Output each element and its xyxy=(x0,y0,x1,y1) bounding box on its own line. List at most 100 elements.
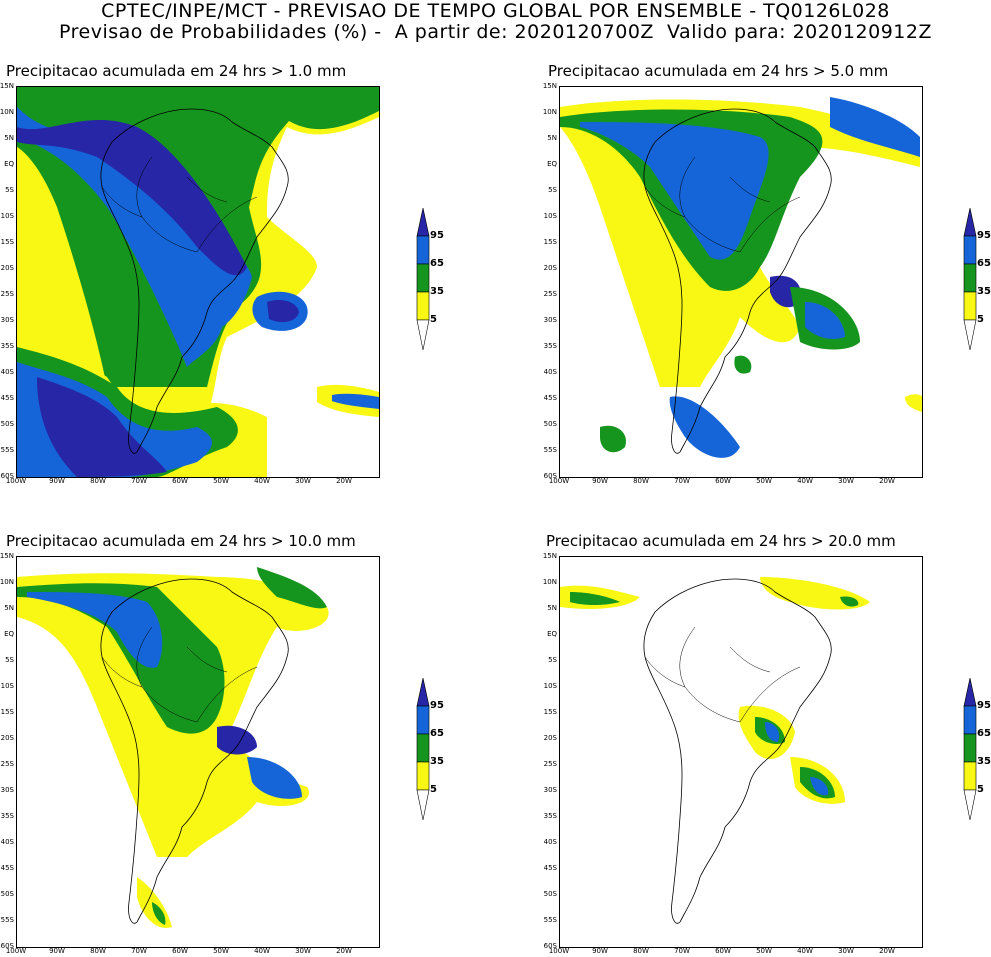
lat-tick-label: 15S xyxy=(543,238,557,246)
lat-tick-label: 60S xyxy=(543,472,557,480)
lon-tick-label: 30W xyxy=(838,947,854,955)
lat-tick-label: 10S xyxy=(0,212,14,220)
lat-tick-label: 10S xyxy=(543,212,557,220)
lat-tick-label: 20S xyxy=(0,734,14,742)
panel-2-title: Precipitacao acumulada em 24 hrs > 5.0 m… xyxy=(548,62,889,80)
legend-swatch xyxy=(416,235,430,265)
lon-tick-label: 60W xyxy=(172,947,188,955)
lat-tick-label: 45S xyxy=(543,394,557,402)
lat-tick-label: 5S xyxy=(5,656,14,664)
lon-tick-label: 30W xyxy=(295,947,311,955)
lat-tick-label: 15N xyxy=(0,552,14,560)
legend-2: 95 65 35 5 xyxy=(963,208,991,353)
lon-tick-label: 80W xyxy=(90,477,106,485)
panel-3-map xyxy=(16,556,380,948)
lat-tick-label: 15S xyxy=(0,708,14,716)
lat-tick-label: 60S xyxy=(0,942,14,950)
legend-level-label: 95 xyxy=(977,230,991,241)
lon-tick-label: 20W xyxy=(336,477,352,485)
lat-tick-label: 40S xyxy=(0,368,14,376)
lat-tick-label: 50S xyxy=(543,890,557,898)
legend-level-label: 65 xyxy=(977,728,991,739)
lon-tick-label: 80W xyxy=(633,947,649,955)
lon-tick-label: 20W xyxy=(879,947,895,955)
legend-swatch-top xyxy=(416,678,430,707)
lat-tick-label: 35S xyxy=(0,812,14,820)
lat-tick-label: 55S xyxy=(543,916,557,924)
lat-tick-label: 30S xyxy=(543,786,557,794)
lat-tick-label: EQ xyxy=(4,160,14,168)
country-borders xyxy=(101,156,258,253)
legend-swatch xyxy=(416,263,430,293)
legend-swatch xyxy=(416,291,430,321)
lat-tick-label: 20S xyxy=(0,264,14,272)
legend-3: 95 65 35 5 xyxy=(416,678,456,823)
lon-tick-label: 100W xyxy=(548,477,570,485)
legend-level-label: 5 xyxy=(977,784,984,795)
lon-tick-label: 70W xyxy=(674,947,690,955)
lat-tick-label: 45S xyxy=(0,864,14,872)
panel-1-map xyxy=(16,86,380,478)
main-title: CPTEC/INPE/MCT - PREVISAO DE TEMPO GLOBA… xyxy=(101,0,890,22)
legend-level-label: 35 xyxy=(977,756,991,767)
lat-tick-label: 5S xyxy=(548,656,557,664)
legend-swatch xyxy=(963,235,977,265)
lon-tick-label: 50W xyxy=(756,947,772,955)
legend-swatch-bottom xyxy=(963,319,977,351)
continent-outline xyxy=(100,108,289,454)
lat-tick-label: 40S xyxy=(0,838,14,846)
lat-tick-label: 5N xyxy=(547,604,557,612)
lat-tick-label: 25S xyxy=(543,760,557,768)
lat-tick-label: 15N xyxy=(0,82,14,90)
panel-1-map-svg xyxy=(17,87,379,477)
legend-swatch xyxy=(416,705,430,735)
lat-tick-label: 40S xyxy=(543,368,557,376)
lon-tick-label: 50W xyxy=(213,477,229,485)
lat-tick-label: 25S xyxy=(543,290,557,298)
legend-level-label: 5 xyxy=(977,314,984,325)
lon-tick-label: 30W xyxy=(838,477,854,485)
lon-tick-label: 50W xyxy=(213,947,229,955)
lon-tick-label: 40W xyxy=(254,947,270,955)
lon-tick-label: 80W xyxy=(90,947,106,955)
lat-tick-label: 5N xyxy=(4,604,14,612)
legend-level-label: 95 xyxy=(430,230,444,241)
lat-tick-label: 10N xyxy=(542,108,557,116)
legend-1: 95 65 35 5 xyxy=(416,208,456,353)
lat-tick-label: 10S xyxy=(543,682,557,690)
legend-level-label: 35 xyxy=(430,286,444,297)
legend-swatch-bottom xyxy=(416,789,430,821)
lon-tick-label: 20W xyxy=(879,477,895,485)
lon-tick-label: 100W xyxy=(548,947,570,955)
legend-level-label: 5 xyxy=(430,314,437,325)
lat-tick-label: 50S xyxy=(0,420,14,428)
lat-tick-label: 50S xyxy=(0,890,14,898)
legend-swatch xyxy=(963,291,977,321)
lon-tick-label: 20W xyxy=(336,947,352,955)
lat-tick-label: 55S xyxy=(0,446,14,454)
lat-tick-label: EQ xyxy=(547,630,557,638)
legend-swatch xyxy=(963,733,977,763)
lon-tick-label: 50W xyxy=(756,477,772,485)
lat-tick-label: 20S xyxy=(543,734,557,742)
lon-tick-label: 60W xyxy=(715,947,731,955)
panel-3-title: Precipitacao acumulada em 24 hrs > 10.0 … xyxy=(6,532,356,550)
legend-level-label: 35 xyxy=(430,756,444,767)
lat-tick-label: 5N xyxy=(4,134,14,142)
lat-tick-label: 5S xyxy=(548,186,557,194)
legend-level-label: 65 xyxy=(430,258,444,269)
lat-tick-label: 10N xyxy=(0,108,14,116)
lat-tick-label: EQ xyxy=(547,160,557,168)
legend-swatch xyxy=(963,705,977,735)
lat-tick-label: 5N xyxy=(547,134,557,142)
legend-swatch-top xyxy=(963,678,977,707)
lon-tick-label: 100W xyxy=(5,477,27,485)
lon-tick-label: 80W xyxy=(633,477,649,485)
lat-tick-label: 5S xyxy=(5,186,14,194)
lon-tick-label: 40W xyxy=(797,947,813,955)
lat-tick-label: 15N xyxy=(542,552,557,560)
lon-tick-label: 100W xyxy=(5,947,27,955)
lat-tick-label: 15S xyxy=(0,238,14,246)
legend-colorbar xyxy=(416,678,430,821)
legend-swatch-bottom xyxy=(416,319,430,351)
